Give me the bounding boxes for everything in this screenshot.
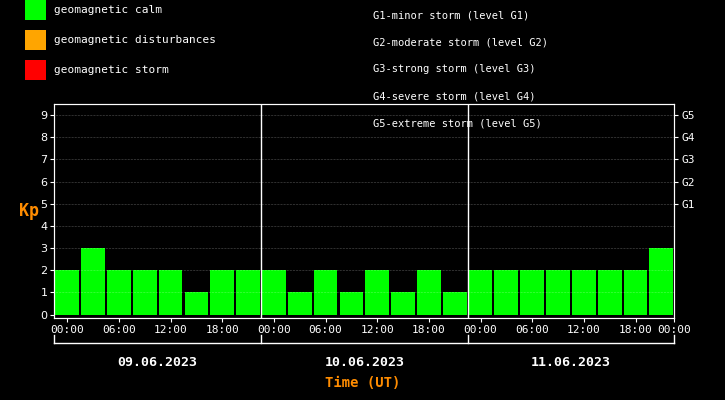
Text: G1-minor storm (level G1): G1-minor storm (level G1) [373, 10, 530, 20]
Bar [339, 292, 363, 315]
Text: 10.06.2023: 10.06.2023 [324, 356, 405, 369]
Bar [365, 270, 389, 315]
Bar [572, 270, 596, 315]
Y-axis label: Kp: Kp [19, 202, 39, 220]
Bar [107, 270, 130, 315]
Bar [624, 270, 647, 315]
Text: 09.06.2023: 09.06.2023 [117, 356, 198, 369]
Bar [392, 292, 415, 315]
Bar [210, 270, 234, 315]
Bar [468, 270, 492, 315]
Text: geomagnetic disturbances: geomagnetic disturbances [54, 35, 216, 45]
Text: 11.06.2023: 11.06.2023 [531, 356, 611, 369]
Text: G2-moderate storm (level G2): G2-moderate storm (level G2) [373, 37, 548, 47]
Text: G5-extreme storm (level G5): G5-extreme storm (level G5) [373, 119, 542, 129]
Bar [314, 270, 337, 315]
Text: G3-strong storm (level G3): G3-strong storm (level G3) [373, 64, 536, 74]
Bar [288, 292, 312, 315]
Bar [55, 270, 79, 315]
Bar [185, 292, 208, 315]
Bar [521, 270, 544, 315]
Bar [133, 270, 157, 315]
Bar [650, 248, 674, 315]
Bar [598, 270, 621, 315]
Text: geomagnetic storm: geomagnetic storm [54, 65, 169, 75]
Bar [546, 270, 570, 315]
Text: geomagnetic calm: geomagnetic calm [54, 5, 162, 15]
Text: Time (UT): Time (UT) [325, 376, 400, 390]
Text: G4-severe storm (level G4): G4-severe storm (level G4) [373, 92, 536, 102]
Bar [494, 270, 518, 315]
Bar [443, 292, 467, 315]
Bar [417, 270, 441, 315]
Bar [159, 270, 183, 315]
Bar [262, 270, 286, 315]
Bar [236, 270, 260, 315]
Bar [81, 248, 105, 315]
